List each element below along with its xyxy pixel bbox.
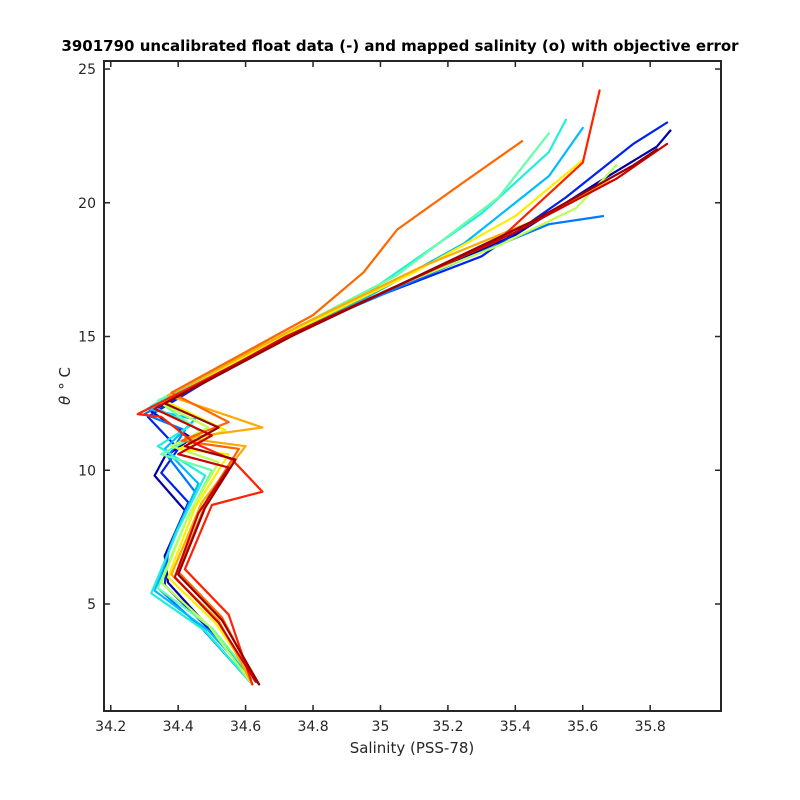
series-line-1	[146, 121, 669, 683]
x-axis-label: Salinity (PSS-78)	[350, 739, 475, 757]
x-tick-label: 34.8	[297, 719, 328, 735]
y-axis-label-symbol: θ	[56, 396, 74, 405]
x-tick-label: 34.4	[163, 719, 194, 735]
y-axis-label: θ ° C	[56, 367, 74, 405]
y-tick-label: 5	[87, 597, 96, 613]
chart-title: 3901790 uncalibrated float data (-) and …	[61, 37, 739, 55]
x-tick-label: 34.2	[95, 719, 126, 735]
y-axis: 5 10 15 20 25	[78, 62, 721, 613]
series-line-10	[136, 89, 601, 686]
x-tick-label: 35.8	[635, 719, 666, 735]
y-tick-label: 15	[78, 330, 96, 346]
series-line-0	[150, 129, 672, 686]
series-line-12	[163, 148, 659, 686]
x-tick-label: 35.6	[567, 719, 598, 735]
y-tick-label: 25	[78, 62, 96, 78]
y-tick-label: 20	[78, 196, 96, 212]
series-line-6	[160, 164, 618, 686]
series-line-5	[156, 132, 551, 683]
series-layer	[136, 89, 672, 686]
x-tick-label: 35.2	[432, 719, 463, 735]
y-tick-label: 10	[78, 463, 96, 479]
y-axis-label-unit: ° C	[56, 367, 74, 390]
series-line-8	[167, 180, 611, 686]
x-tick-label: 35.4	[500, 719, 531, 735]
x-axis: 34.2 34.4 34.6 34.8 35 35.2 35.4 35.6 35.8	[95, 61, 666, 735]
plot-frame	[103, 60, 722, 712]
x-tick-label: 35	[372, 719, 390, 735]
x-tick-label: 34.6	[230, 719, 261, 735]
series-line-11	[153, 142, 669, 683]
